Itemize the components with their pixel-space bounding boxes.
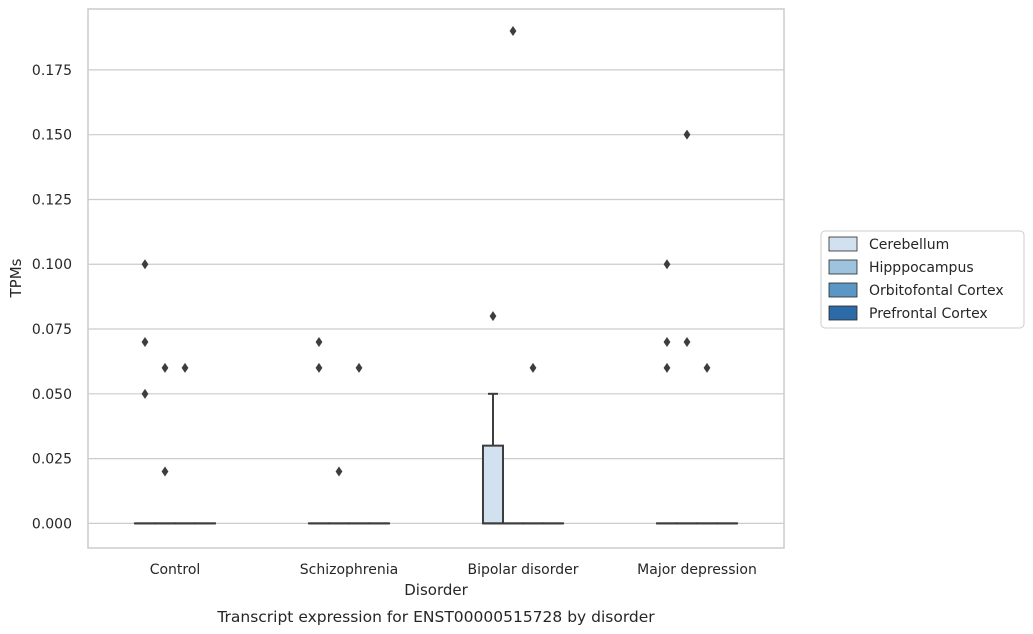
outlier-point (161, 362, 169, 373)
plot-background (88, 9, 784, 548)
outlier-point (703, 362, 711, 373)
x-tick-labels: Control Schizophrenia Bipolar disorder Majo… (150, 562, 757, 578)
x-tick-label-schizophrenia: Schizophrenia (300, 562, 398, 578)
outlier-point (663, 362, 671, 373)
outlier-point (181, 362, 189, 373)
gridlines (88, 69, 784, 524)
plot-frame (87, 8, 785, 549)
outlier-point (315, 362, 323, 373)
outlier-point (315, 336, 323, 347)
x-tick-label-major-depression: Major depression (637, 562, 757, 578)
outlier-point (355, 362, 363, 373)
outlier-point (161, 466, 169, 477)
box (481, 444, 504, 525)
y-tick-label: 0.050 (32, 387, 72, 403)
series-orbitofontal-cortex (174, 362, 719, 525)
series-cerebellum (133, 259, 678, 525)
outlier-point (141, 259, 149, 270)
outlier-point (663, 259, 671, 270)
outlier-point (683, 336, 691, 347)
figure-caption: Transcript expression for ENST0000051572… (216, 608, 655, 626)
outlier-point (335, 466, 343, 477)
y-tick-label: 0.025 (32, 452, 72, 468)
x-tick-label-control: Control (150, 562, 201, 578)
y-tick-label: 0.125 (32, 192, 72, 208)
legend-label-orbitofontal-cortex: Orbitofontal Cortex (869, 283, 1004, 299)
outlier-point (141, 336, 149, 347)
legend-swatch-cerebellum (828, 236, 858, 252)
legend-label-hipppocampus: Hipppocampus (869, 260, 974, 276)
outlier-point (683, 129, 691, 140)
legend-swatch-orbitofontal-cortex (828, 282, 858, 298)
outlier-point (529, 362, 537, 373)
legend-swatch-hipppocampus (828, 259, 858, 275)
x-axis-label: Disorder (404, 581, 468, 599)
legend-label-prefrontal-cortex: Prefrontal Cortex (869, 306, 988, 322)
legend: Cerebellum Hipppocampus Orbitofontal Corte… (820, 230, 1025, 329)
legend-label-cerebellum: Cerebellum (869, 237, 949, 253)
y-tick-label: 0.000 (32, 516, 72, 532)
x-tick-label-bipolar-disorder: Bipolar disorder (467, 562, 578, 578)
y-tick-label: 0.175 (32, 63, 72, 79)
legend-frame (820, 230, 1025, 329)
outlier-point (141, 388, 149, 399)
outlier-point (489, 311, 497, 322)
outlier-point (663, 336, 671, 347)
y-tick-label: 0.075 (32, 322, 72, 338)
y-tick-labels: 0.000 0.025 0.050 0.075 0.100 0.125 0.150 0.175 (32, 63, 72, 532)
outlier-point (509, 26, 517, 37)
box-plot-series (133, 26, 739, 525)
legend-swatch-prefrontal-cortex (828, 305, 858, 321)
y-tick-label: 0.150 (32, 128, 72, 144)
y-axis-label: TPMs (7, 258, 25, 298)
y-tick-label: 0.100 (32, 257, 72, 273)
